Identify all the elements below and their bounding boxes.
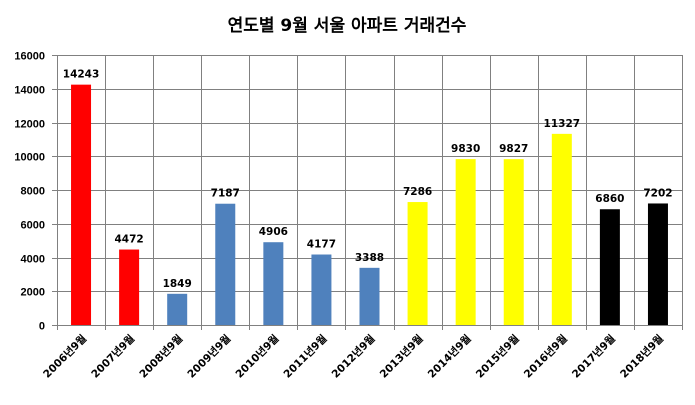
y-tick-label: 8000 — [21, 186, 45, 198]
y-tick-label: 10000 — [14, 152, 45, 164]
x-tick-label: 2015년9월 — [473, 332, 522, 381]
data-label: 7202 — [643, 187, 672, 199]
bar — [599, 209, 620, 325]
bars: 14243 4472 1849 7187 4906 4177 3388 7286 9830 982… — [63, 69, 673, 325]
bar — [119, 249, 140, 325]
x-tick-label: 2008년9월 — [137, 332, 186, 381]
x-axis: 2006년9월 2007년9월 2008년9월 2009년9월 2010년9월 2011년… — [40, 332, 666, 381]
y-tick-label: 6000 — [21, 220, 45, 232]
x-tick-label: 2018년9월 — [617, 332, 666, 381]
data-label: 7187 — [211, 188, 240, 200]
bar — [311, 254, 332, 325]
data-label: 6860 — [595, 193, 624, 205]
bar — [167, 293, 188, 325]
data-label: 4177 — [307, 239, 336, 251]
data-label: 11327 — [544, 118, 581, 130]
data-label: 4472 — [114, 234, 143, 246]
bar — [503, 159, 524, 325]
x-tick-label: 2010년9월 — [233, 332, 282, 381]
x-tick-label: 2017년9월 — [569, 332, 618, 381]
y-axis: 0 2000 4000 6000 8000 10000 12000 14000 16000 — [14, 51, 45, 333]
data-label: 3388 — [355, 252, 384, 264]
bar — [71, 84, 92, 325]
bar — [455, 159, 476, 325]
data-label: 9830 — [451, 143, 480, 155]
y-tick-label: 4000 — [21, 254, 45, 266]
chart-title: 연도별 9월 서울 아파트 거래건수 — [228, 16, 467, 36]
x-tick-label: 2009년9월 — [185, 332, 234, 381]
y-tick-label: 14000 — [14, 85, 45, 97]
bar — [263, 242, 284, 325]
data-label: 7286 — [403, 186, 432, 198]
data-label: 1849 — [163, 278, 192, 290]
x-tick-label: 2014년9월 — [425, 332, 474, 381]
x-tick-label: 2007년9월 — [89, 332, 138, 381]
bar — [647, 203, 668, 325]
x-tick-label: 2011년9월 — [281, 332, 330, 381]
bar — [359, 267, 380, 325]
data-label: 4906 — [259, 226, 288, 238]
x-tick-label: 2006년9월 — [40, 332, 89, 381]
data-label: 9827 — [499, 143, 528, 155]
x-tick-label: 2016년9월 — [521, 332, 570, 381]
bar — [215, 203, 236, 325]
bar — [551, 133, 572, 325]
y-tick-label: 0 — [39, 321, 45, 333]
y-tick-label: 16000 — [14, 51, 45, 63]
gridlines — [52, 55, 683, 330]
bar — [407, 202, 428, 325]
y-tick-label: 12000 — [14, 119, 45, 131]
x-tick-label: 2012년9월 — [329, 332, 378, 381]
y-tick-label: 2000 — [21, 287, 45, 299]
data-label: 14243 — [63, 69, 100, 81]
x-tick-label: 2013년9월 — [377, 332, 426, 381]
